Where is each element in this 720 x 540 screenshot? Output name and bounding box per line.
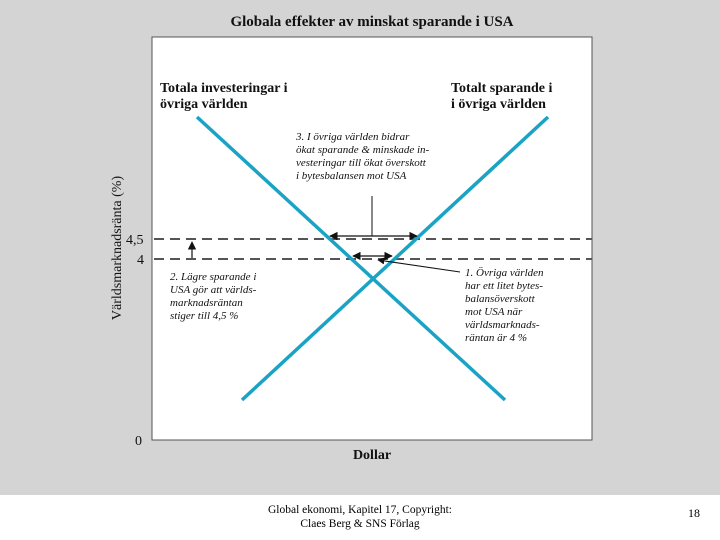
footer-line-2: Claes Berg & SNS Förlag (300, 518, 420, 530)
note1-pointer (377, 257, 461, 273)
footer-line-1: Global ekonomi, Kapitel 17, Copyright: (268, 504, 452, 516)
slide-footer: Global ekonomi, Kapitel 17, Copyright: C… (0, 495, 720, 540)
saving-curve-label: Totalt sparande i i övriga världen (451, 81, 556, 112)
annotation-1: 1. Övriga världen har ett litet bytes- b… (465, 267, 546, 344)
investment-curve (195, 115, 507, 402)
annotation-3: 3. I övriga världen bidrar ökat sparande… (295, 131, 432, 182)
tick-label-4: 4 (137, 253, 144, 268)
origin-label: 0 (135, 434, 142, 449)
diagram-title: Globala effekter av minskat sparande i U… (230, 14, 513, 30)
saving-curve (240, 115, 550, 402)
annotation-2: 2. Lägre sparande i USA gör att världs- … (170, 271, 259, 322)
y-axis-label: Världsmarknadsränta (%) (110, 176, 125, 321)
investment-curve-label: Totala investeringar i övriga världen (160, 81, 291, 112)
diagram: Globala effekter av minskat sparande i U… (110, 14, 593, 463)
footer-copyright: Global ekonomi, Kapitel 17, Copyright: C… (240, 503, 480, 531)
tick-label-4-5: 4,5 (126, 233, 144, 248)
x-axis-label: Dollar (353, 448, 391, 463)
page-number: 18 (688, 506, 700, 520)
